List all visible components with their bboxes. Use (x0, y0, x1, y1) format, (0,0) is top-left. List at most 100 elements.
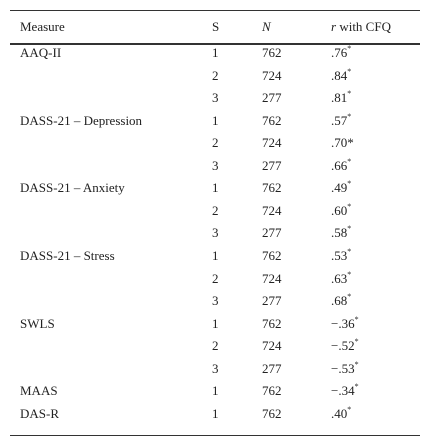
significance-mark: * (347, 292, 352, 302)
r-value: .63 (331, 270, 348, 286)
header-rule (10, 43, 420, 45)
r-value: −.34 (331, 383, 355, 399)
header-text: N (262, 19, 271, 34)
s-cell: 3 (212, 293, 219, 309)
s-cell: 2 (212, 135, 219, 151)
r-cell: .58* (331, 225, 351, 241)
significance-mark: * (347, 269, 352, 279)
n-cell: 724 (262, 135, 282, 151)
r-value: −.53 (331, 360, 355, 376)
header-cell: S (212, 19, 220, 34)
r-cell: .60* (331, 201, 352, 219)
header-text: with CFQ (339, 19, 391, 34)
r-value: .58 (331, 225, 348, 241)
significance-mark: * (354, 314, 359, 324)
r-value: .76 (331, 45, 348, 60)
r-value: −.36 (331, 315, 355, 331)
r-cell: .53* (331, 248, 351, 264)
header-cell: r with CFQ (331, 19, 391, 35)
r-value: .57 (331, 112, 348, 128)
n-cell: 277 (262, 360, 282, 376)
measure-cell: DAS-R (20, 405, 60, 421)
n-cell: 762 (262, 405, 282, 421)
r-value: .53 (331, 248, 348, 264)
r-cell: .40* (331, 404, 352, 422)
n-cell: 762 (262, 315, 282, 331)
significance-mark: * (347, 66, 352, 76)
r-value: .49 (331, 180, 348, 196)
r-cell: −.36* (331, 314, 359, 332)
r-cell: .76* (331, 45, 351, 61)
s-cell: 2 (212, 202, 219, 218)
r-cell: .81* (331, 90, 351, 106)
r-cell: .68* (331, 293, 351, 309)
s-cell: 1 (212, 248, 219, 264)
s-cell: 2 (212, 270, 219, 286)
r-cell: −.53* (331, 359, 359, 377)
measure-cell: DASS-21 – Stress (20, 248, 115, 264)
header-text: r (331, 19, 337, 34)
significance-mark: * (347, 247, 352, 257)
r-value: .81 (331, 90, 348, 106)
s-cell: 1 (212, 180, 219, 196)
n-cell: 762 (262, 180, 282, 196)
significance-mark: * (347, 404, 352, 414)
s-cell: 1 (212, 383, 219, 399)
measure-cell: AAQ-II (20, 45, 62, 60)
s-cell: 3 (212, 360, 219, 376)
r-cell: −.52* (331, 338, 359, 354)
significance-mark: * (354, 337, 359, 347)
significance-mark: * (354, 382, 359, 392)
r-value: .84 (331, 67, 348, 83)
n-cell: 762 (262, 383, 282, 399)
s-cell: 1 (212, 315, 219, 331)
r-value: .70* (331, 135, 354, 151)
n-cell: 724 (262, 67, 282, 83)
r-value: .68 (331, 293, 348, 309)
bottom-rule (10, 435, 420, 436)
significance-mark: * (347, 224, 352, 234)
n-cell: 277 (262, 157, 282, 173)
s-cell: 2 (212, 67, 219, 83)
n-cell: 762 (262, 45, 282, 60)
header-cell: Measure (20, 19, 65, 34)
n-cell: 277 (262, 225, 282, 241)
n-cell: 762 (262, 112, 282, 128)
significance-mark: * (347, 156, 352, 166)
r-cell: .84* (331, 66, 352, 84)
significance-mark: * (347, 44, 352, 53)
n-cell: 724 (262, 202, 282, 218)
measure-cell: DASS-21 – Anxiety (20, 180, 125, 196)
r-cell: −.34* (331, 383, 359, 399)
r-cell: .70* (331, 135, 354, 151)
s-cell: 3 (212, 157, 219, 173)
r-value: .40 (331, 405, 348, 421)
significance-mark: * (347, 111, 352, 121)
s-cell: 3 (212, 225, 219, 241)
s-cell: 3 (212, 90, 219, 106)
measure-cell: MAAS (20, 383, 58, 399)
s-cell: 1 (212, 45, 219, 60)
r-cell: .63* (331, 269, 352, 287)
significance-mark: * (347, 179, 352, 189)
r-cell: .57* (331, 111, 352, 129)
significance-mark: * (347, 201, 352, 211)
n-cell: 724 (262, 338, 282, 354)
r-value: .60 (331, 202, 348, 218)
r-cell: .49* (331, 180, 351, 196)
top-rule (10, 10, 420, 11)
n-cell: 277 (262, 293, 282, 309)
significance-mark: * (347, 89, 352, 99)
r-cell: .66* (331, 156, 352, 174)
r-value: .66 (331, 157, 348, 173)
measure-cell: DASS-21 – Depression (20, 112, 143, 128)
n-cell: 277 (262, 90, 282, 106)
header-cell: N (262, 19, 271, 35)
r-value: −.52 (331, 338, 355, 354)
n-cell: 724 (262, 270, 282, 286)
measure-cell: SWLS (20, 315, 55, 331)
significance-mark: * (354, 359, 359, 369)
s-cell: 1 (212, 405, 219, 421)
n-cell: 762 (262, 248, 282, 264)
